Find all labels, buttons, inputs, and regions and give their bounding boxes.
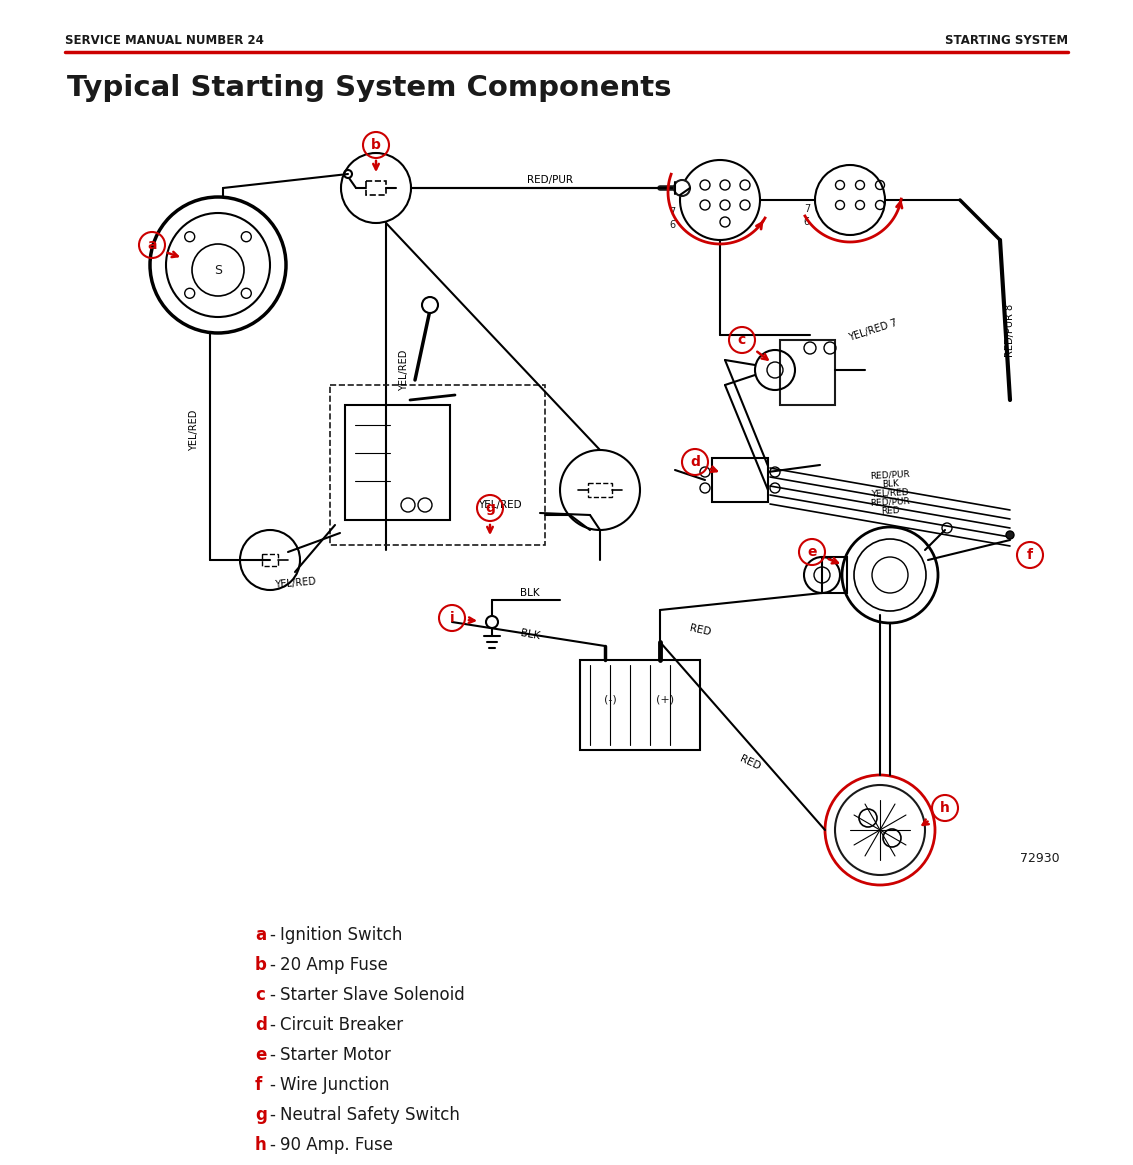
Text: e: e	[807, 545, 817, 559]
Text: 72930: 72930	[1021, 852, 1060, 864]
Text: BLK: BLK	[519, 628, 540, 642]
Circle shape	[674, 181, 690, 196]
Bar	[330, 384, 545, 545]
Text: -: -	[269, 1046, 275, 1064]
Text: BLK: BLK	[881, 479, 898, 489]
Text: YEL/RED: YEL/RED	[189, 409, 199, 451]
Text: RED/PUR: RED/PUR	[870, 496, 910, 508]
Text: -: -	[269, 986, 275, 1004]
Text: YEL/RED: YEL/RED	[871, 487, 909, 499]
Text: Ignition Switch: Ignition Switch	[280, 926, 402, 944]
Text: Wire Junction: Wire Junction	[280, 1076, 390, 1094]
Text: -: -	[269, 1016, 275, 1035]
Text: i: i	[450, 610, 454, 624]
Text: Typical Starting System Components: Typical Starting System Components	[67, 75, 672, 103]
Text: Starter Slave Solenoid: Starter Slave Solenoid	[280, 986, 465, 1004]
Bar	[823, 557, 847, 593]
Circle shape	[421, 297, 438, 313]
Text: b: b	[255, 956, 267, 974]
Text: 90 Amp. Fuse: 90 Amp. Fuse	[280, 1136, 393, 1155]
Text: d: d	[690, 456, 700, 469]
Text: a: a	[255, 926, 266, 944]
Text: (+): (+)	[656, 694, 674, 704]
Text: 6: 6	[668, 220, 675, 230]
Text: -: -	[269, 1136, 275, 1155]
Text: (-): (-)	[604, 694, 616, 704]
Text: f: f	[1026, 548, 1033, 562]
Text: SERVICE MANUAL NUMBER 24: SERVICE MANUAL NUMBER 24	[65, 34, 264, 47]
Text: RED/PUR: RED/PUR	[527, 175, 573, 185]
Text: h: h	[940, 802, 949, 816]
Text: Neutral Safety Switch: Neutral Safety Switch	[280, 1106, 460, 1124]
Text: c: c	[738, 333, 747, 347]
Text: STARTING SYSTEM: STARTING SYSTEM	[945, 34, 1068, 47]
Text: YEL/RED: YEL/RED	[478, 500, 522, 510]
Text: 7: 7	[803, 204, 810, 214]
Text: f: f	[255, 1076, 262, 1094]
Text: YEL/RED: YEL/RED	[399, 350, 409, 390]
Text: 7: 7	[668, 207, 675, 217]
Text: h: h	[255, 1136, 266, 1155]
Circle shape	[1006, 531, 1014, 539]
Text: g: g	[255, 1106, 267, 1124]
Bar	[580, 661, 700, 750]
Bar	[712, 458, 768, 502]
Text: BLK: BLK	[520, 588, 539, 598]
Text: YEL/RED: YEL/RED	[274, 577, 316, 589]
Bar	[346, 405, 450, 520]
Text: RED: RED	[689, 623, 712, 637]
Text: -: -	[269, 956, 275, 974]
Text: c: c	[255, 986, 265, 1004]
Text: Circuit Breaker: Circuit Breaker	[280, 1016, 403, 1035]
Text: Starter Motor: Starter Motor	[280, 1046, 391, 1064]
Text: -: -	[269, 1076, 275, 1094]
Text: b: b	[372, 137, 381, 151]
Text: -: -	[269, 1106, 275, 1124]
Text: 20 Amp Fuse: 20 Amp Fuse	[280, 956, 387, 974]
Text: S: S	[214, 263, 222, 276]
Text: RED: RED	[880, 506, 900, 516]
Text: RED/PUR 8: RED/PUR 8	[1005, 303, 1015, 356]
Text: RED/PUR: RED/PUR	[870, 469, 910, 480]
Bar	[780, 340, 835, 405]
Text: RED: RED	[738, 754, 761, 772]
Text: -: -	[269, 926, 275, 944]
Text: e: e	[255, 1046, 266, 1064]
Text: 6: 6	[804, 217, 810, 227]
Bar	[588, 483, 612, 497]
Text: a: a	[147, 238, 156, 252]
Bar	[262, 555, 278, 566]
Text: d: d	[255, 1016, 267, 1035]
Text: YEL/RED 7: YEL/RED 7	[847, 317, 898, 343]
Text: g: g	[485, 501, 495, 515]
Bar	[366, 181, 386, 195]
